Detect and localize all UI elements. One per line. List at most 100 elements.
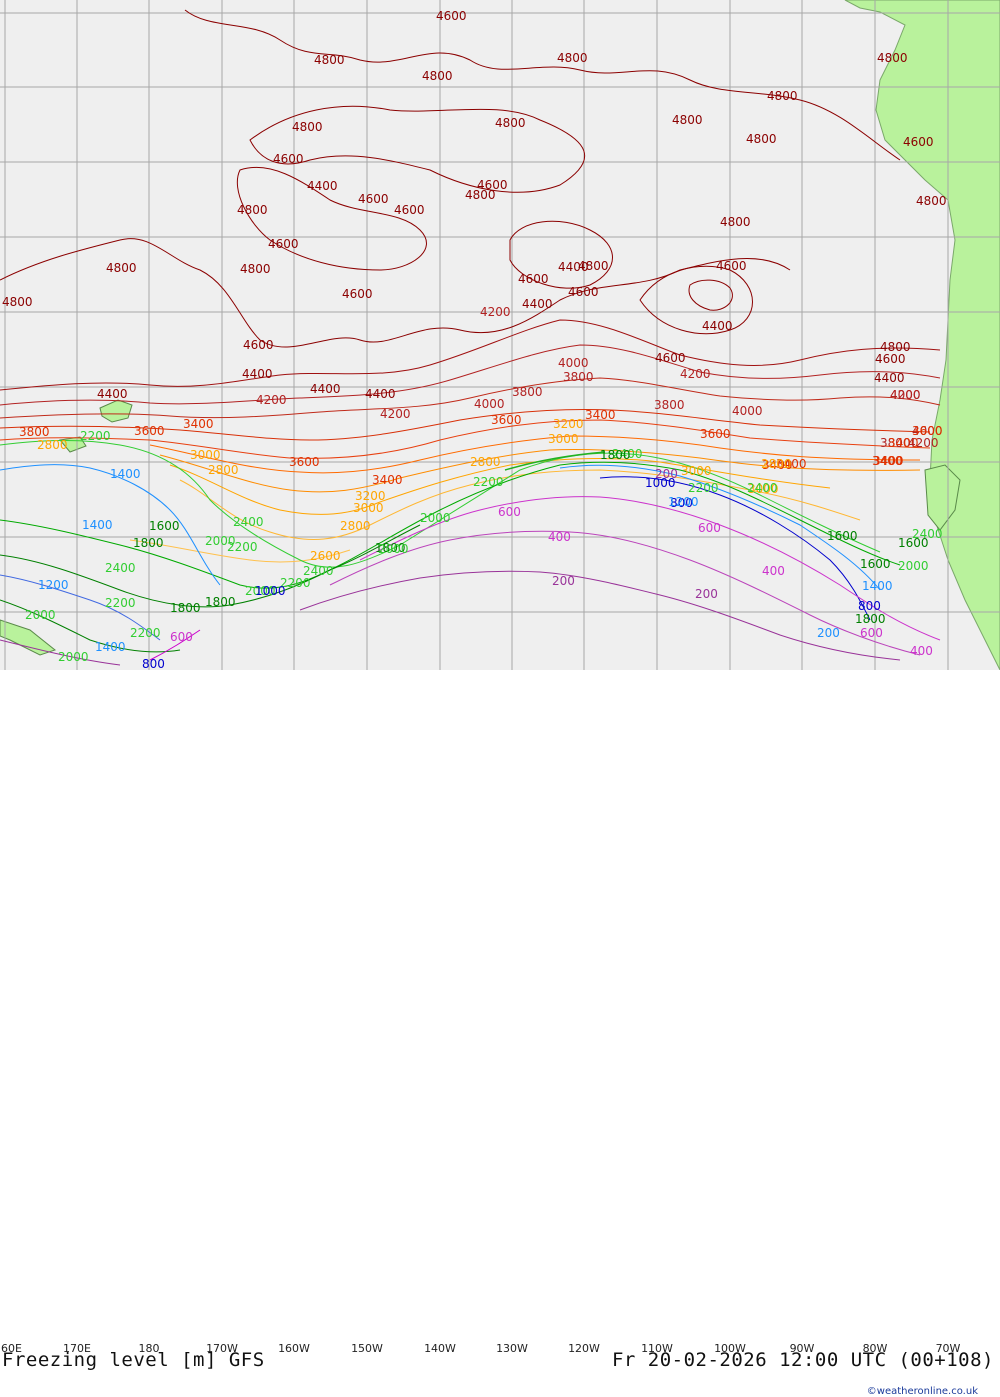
contour-label: 4400 [522, 297, 553, 311]
contour-label: 4000 [890, 388, 921, 402]
contour-label: 2400 [233, 515, 264, 529]
contour-label: 3800 [512, 385, 543, 399]
contour-label: 4800 [578, 259, 609, 273]
contour-label: 4800 [314, 53, 345, 67]
contour-label: 3000 [190, 448, 221, 462]
contour-label: 4400 [307, 179, 338, 193]
contour-label: 4600 [903, 135, 934, 149]
footer-bar: 160E 170E 180 170W 160W 150W 140W 130W 1… [0, 670, 1000, 1397]
contour-label: 4800 [672, 113, 703, 127]
contour-label: 400 [910, 644, 933, 658]
contour-label: 3800 [654, 398, 685, 412]
contour-label: 1600 [149, 519, 180, 533]
contour-label: 4000 [912, 424, 943, 438]
contour-label: 4600 [436, 9, 467, 23]
contour-label: 2000 [25, 608, 56, 622]
contour-lines [0, 9, 941, 666]
contour-label: 1600 [860, 557, 891, 571]
contour-label: 2800 [37, 438, 68, 452]
contour-label: 4400 [365, 387, 396, 401]
contour-label: 2200 [280, 576, 311, 590]
contour-label: 4200 [480, 305, 511, 319]
contour-label: 1800 [170, 601, 201, 615]
contour-label: 4600 [655, 351, 686, 365]
contour-label: 2400 [747, 481, 778, 495]
contour-label: 600 [498, 505, 521, 519]
contour-label: 3400 [873, 454, 904, 468]
contour-label: 3400 [872, 454, 903, 468]
contour-label: 4000 [558, 356, 589, 370]
south-america-landmass [844, 0, 1000, 670]
contour-label: 4800 [880, 340, 911, 354]
contour-label: 4400 [874, 371, 905, 385]
contour-label: 2400 [612, 447, 643, 461]
credit-link[interactable]: ©weatheronline.co.uk [866, 1386, 978, 1397]
contour-label: 2400 [912, 527, 943, 541]
contour-label: 4200 [680, 367, 711, 381]
contour-label: 4800 [106, 261, 137, 275]
contour-label: 4000 [732, 404, 763, 418]
contour-label: 1400 [95, 640, 126, 654]
contour-label: 200 [695, 587, 718, 601]
map-panel: 4600 4800 4800 4800 4800 4800 4800 4800 … [0, 0, 1000, 670]
contour-label: 1800 [600, 448, 631, 462]
contour-label: 4600 [342, 287, 373, 301]
contour-label: 4800 [557, 51, 588, 65]
contour-label: 1400 [110, 467, 141, 481]
contour-label: 800 [142, 657, 165, 670]
contour-label: 2800 [340, 519, 371, 533]
contour-label: 3000 [353, 501, 384, 515]
contour-label: 3400 [762, 458, 793, 472]
contour-label: 2200 [688, 481, 719, 495]
lon-label: 130W [496, 1342, 528, 1355]
contour-label: 3400 [776, 457, 807, 471]
contour-label: 4400 [97, 387, 128, 401]
contour-label: 1600 [827, 529, 858, 543]
contour-label: 4600 [358, 192, 389, 206]
contour-label: 3600 [289, 455, 320, 469]
contour-label: 4800 [2, 295, 33, 309]
contour-label: 3600 [491, 413, 522, 427]
contour-label: 4600 [518, 272, 549, 286]
contour-label: 1200 [38, 578, 69, 592]
contour-label: 2200 [80, 429, 111, 443]
contour-label: 4800 [495, 116, 526, 130]
lon-label: 150W [351, 1342, 383, 1355]
contour-label: 4600 [394, 203, 425, 217]
contour-label: 4200 [380, 407, 411, 421]
contour-label: 3000 [681, 464, 712, 478]
contour-label: 3200 [553, 417, 584, 431]
contour-label: 4200 [890, 388, 921, 402]
contour-label: 1000 [645, 476, 676, 490]
contour-label: 4800 [465, 188, 496, 202]
map-canvas: 4600 4800 4800 4800 4800 4800 4800 4800 … [0, 0, 1000, 670]
contour-label: 600 [170, 630, 193, 644]
contour-label: 3400 [183, 417, 214, 431]
contour-label: 4400 [242, 367, 273, 381]
contour-label: 3600 [912, 424, 943, 438]
contour-label: 200 [552, 574, 575, 588]
contour-label: 200 [817, 626, 840, 640]
contour-label: 2200 [227, 540, 258, 554]
contour-label: 600 [698, 521, 721, 535]
lon-label: 140W [424, 1342, 456, 1355]
contour-label: 4800 [746, 132, 777, 146]
contour-label: 2000 [205, 534, 236, 548]
contour-label: 4800 [916, 194, 947, 208]
contour-label: 4200 [908, 436, 939, 450]
contour-label: 400 [548, 530, 571, 544]
map-title: Freezing level [m] GFS [2, 1349, 265, 1371]
contour-label: 1800 [133, 536, 164, 550]
graticule [0, 0, 1000, 670]
contour-label: 4800 [877, 51, 908, 65]
contour-label: 4800 [767, 89, 798, 103]
contour-label: 4400 [558, 260, 589, 274]
valid-time: Fr 20-02-2026 12:00 UTC (00+108) [611, 1349, 994, 1371]
contour-label: 4000 [474, 397, 505, 411]
contour-label: 1400 [82, 518, 113, 532]
contour-label: 2800 [761, 457, 792, 471]
contour-label: 4600 [568, 285, 599, 299]
contour-label: 4800 [422, 69, 453, 83]
contour-label: 4400 [310, 382, 341, 396]
contour-label: 2000 [898, 559, 929, 573]
